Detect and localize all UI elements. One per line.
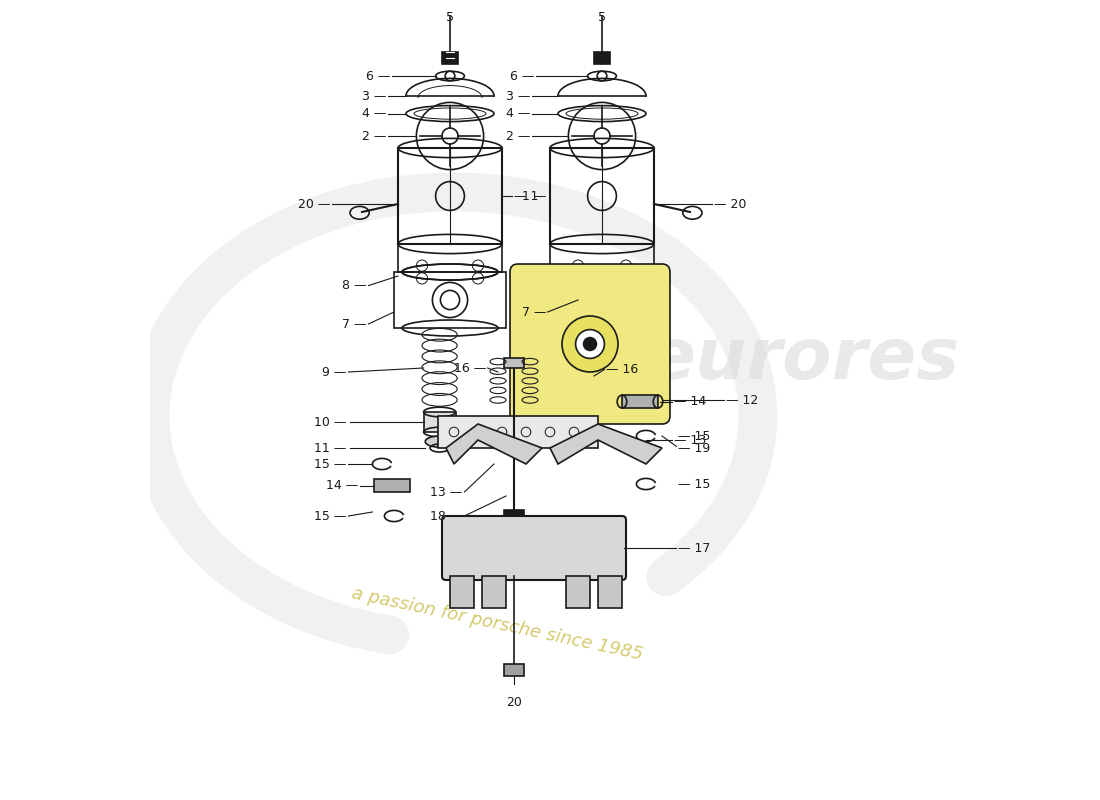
Text: 10 —: 10 —	[314, 416, 346, 429]
Text: 20 —: 20 —	[298, 198, 330, 210]
Bar	[566, 576, 590, 608]
Bar	[442, 52, 458, 64]
Text: 6 —: 6 —	[365, 70, 390, 82]
Text: 11 —: 11 —	[314, 442, 346, 454]
Text: 6 —: 6 —	[509, 70, 534, 82]
Bar	[505, 358, 524, 368]
Text: a passion for porsche since 1985: a passion for porsche since 1985	[350, 584, 645, 664]
Text: — 17: — 17	[678, 542, 711, 554]
Bar	[550, 148, 654, 244]
Text: — 20: — 20	[714, 198, 747, 210]
Text: 2 —: 2 —	[506, 130, 530, 142]
Text: 3 —: 3 —	[362, 90, 386, 102]
Circle shape	[440, 290, 460, 310]
Text: — 19: — 19	[678, 442, 711, 454]
Text: 4 —: 4 —	[362, 107, 386, 120]
Text: — 15: — 15	[678, 478, 711, 490]
Bar	[374, 479, 410, 492]
Bar	[450, 576, 474, 608]
Text: — 13: — 13	[674, 434, 706, 446]
Bar	[594, 52, 610, 64]
Circle shape	[442, 128, 458, 144]
Text: 4 —: 4 —	[506, 107, 530, 120]
Text: 1 —: 1 —	[521, 190, 546, 202]
Text: 13 —: 13 —	[430, 486, 462, 498]
Bar	[394, 272, 506, 328]
Bar	[598, 576, 622, 608]
Text: — 12: — 12	[726, 394, 758, 406]
Text: 16 —: 16 —	[453, 362, 486, 374]
Bar	[438, 416, 598, 448]
Circle shape	[594, 128, 610, 144]
Circle shape	[584, 338, 596, 350]
Polygon shape	[550, 424, 662, 464]
Bar	[424, 412, 455, 432]
Ellipse shape	[426, 436, 454, 447]
Text: 14 —: 14 —	[326, 479, 358, 492]
Text: 15 —: 15 —	[314, 510, 346, 522]
Text: 15 —: 15 —	[314, 458, 346, 470]
FancyBboxPatch shape	[510, 264, 670, 424]
Bar	[550, 244, 654, 272]
Text: 7 —: 7 —	[521, 306, 546, 318]
Text: 5: 5	[446, 11, 454, 24]
Text: 18 —: 18 —	[430, 510, 462, 522]
Text: 5: 5	[598, 11, 606, 24]
Text: — 16: — 16	[606, 363, 638, 376]
Circle shape	[575, 330, 604, 358]
Bar	[505, 664, 524, 676]
Text: 2 —: 2 —	[362, 130, 386, 142]
Bar	[505, 510, 524, 520]
Circle shape	[562, 316, 618, 372]
Text: 7 —: 7 —	[341, 318, 366, 330]
Text: eurores: eurores	[646, 326, 959, 394]
Bar	[398, 244, 502, 272]
Text: 20: 20	[506, 696, 521, 709]
Text: — 15: — 15	[678, 430, 711, 442]
Text: 9 —: 9 —	[321, 366, 346, 378]
Text: — 14: — 14	[674, 395, 706, 408]
Bar	[398, 148, 502, 244]
Text: 3 —: 3 —	[506, 90, 530, 102]
Polygon shape	[446, 424, 542, 464]
Bar	[621, 395, 658, 408]
Text: — 1: — 1	[514, 190, 538, 202]
Bar	[482, 576, 506, 608]
FancyBboxPatch shape	[442, 516, 626, 580]
Text: 8 —: 8 —	[341, 279, 366, 292]
